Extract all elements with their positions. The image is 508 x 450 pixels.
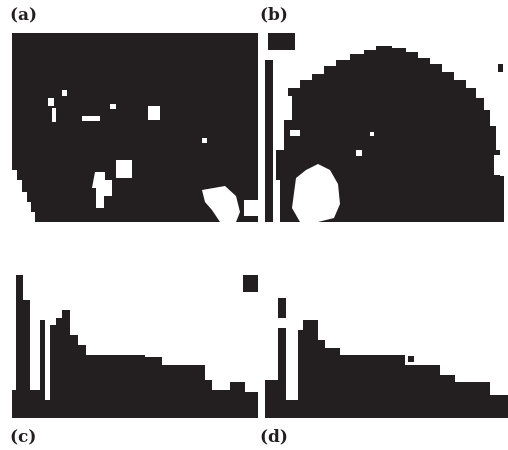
panel-label: (a) — [10, 5, 37, 25]
panel-a-image — [12, 33, 258, 222]
panel-label: (c) — [10, 427, 36, 447]
panel-label: (d) — [260, 427, 288, 447]
figure: (a) (b) (c) (d) — [0, 0, 508, 450]
panel-label: (b) — [260, 5, 288, 25]
panel-d-image — [265, 298, 508, 418]
panel-c-image — [12, 275, 258, 418]
panel-b-image — [265, 33, 508, 222]
